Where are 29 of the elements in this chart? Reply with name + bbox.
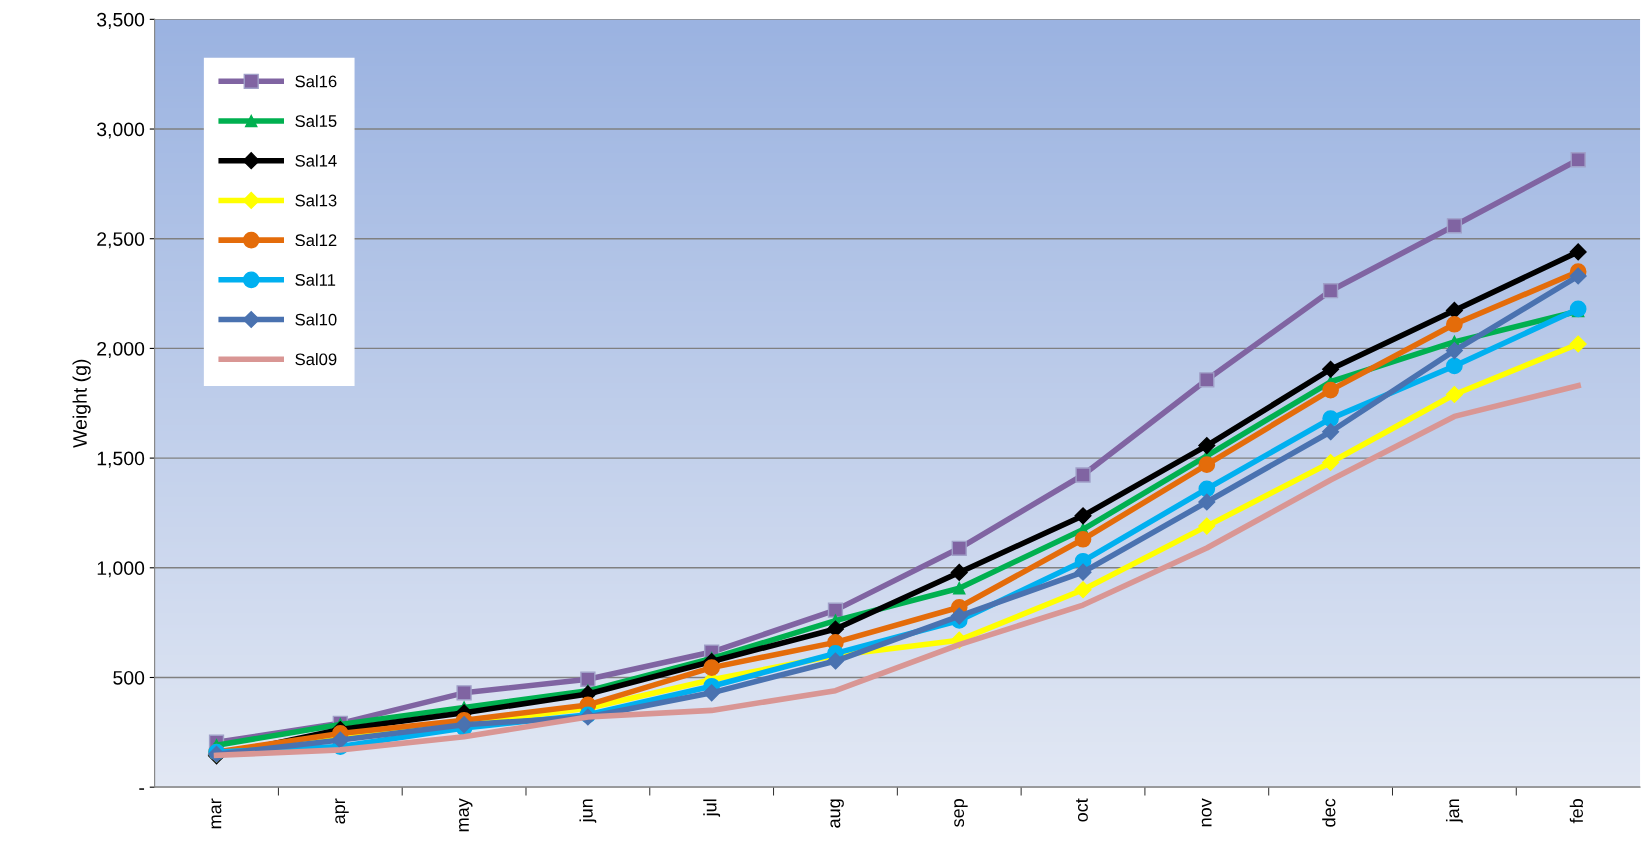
y-tick-label: - — [139, 788, 145, 790]
x-tick-label: apr — [335, 798, 349, 824]
y-tick-label: 2,500 — [97, 232, 145, 249]
y-axis-title: Weight (g) — [72, 359, 91, 448]
x-tick-label: jun — [579, 799, 597, 823]
x-tick-label: oct — [1076, 798, 1088, 822]
y-tick-label: 1,000 — [97, 561, 145, 578]
x-tick-label: may — [459, 798, 473, 832]
legend-label: Sal09 — [295, 352, 337, 366]
x-tick-label: dec — [1322, 798, 1336, 827]
x-tick-label: aug — [830, 799, 844, 828]
y-tick-label: 2,000 — [97, 341, 145, 358]
legend-label: Sal16 — [295, 75, 337, 88]
x-tick-label: nov — [1201, 798, 1212, 827]
x-tick-label: jul — [703, 799, 721, 817]
legend-label: Sal11 — [295, 273, 336, 286]
y-tick-label: 3,500 — [97, 12, 145, 29]
x-tick-label: sep — [954, 799, 968, 827]
x-tick-label: jan — [1445, 799, 1463, 823]
legend-label: Sal10 — [295, 313, 337, 326]
x-tick-label: mar — [211, 798, 222, 829]
legend-label: Sal12 — [295, 233, 337, 247]
y-tick-label: 1,500 — [97, 451, 145, 468]
legend-label: Sal13 — [295, 194, 337, 207]
y-tick-label: 500 — [113, 670, 145, 685]
x-tick-label: feb — [1569, 799, 1584, 824]
legend-label: Sal15 — [295, 114, 337, 127]
y-tick-label: 3,000 — [97, 122, 145, 139]
legend-label: Sal14 — [295, 154, 337, 167]
